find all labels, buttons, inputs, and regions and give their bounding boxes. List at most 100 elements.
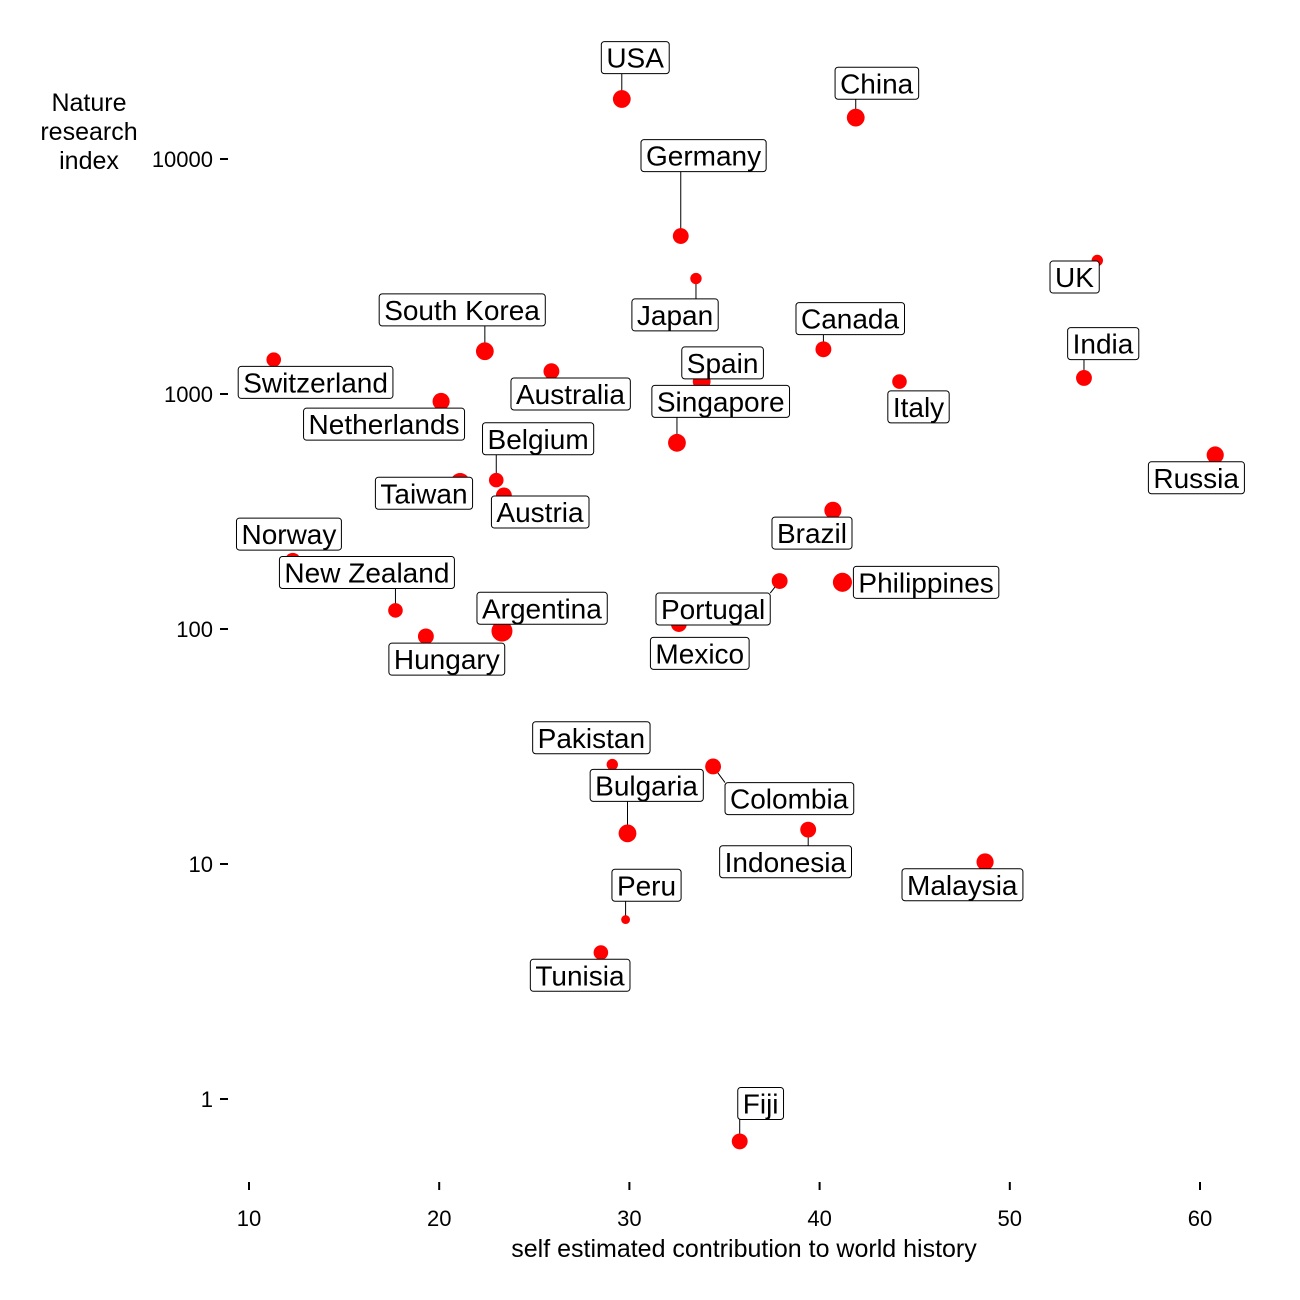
data-point <box>800 821 817 838</box>
point-label-box <box>303 407 466 441</box>
point-label: Austria <box>490 495 590 529</box>
point-label-text: Australia <box>516 379 625 410</box>
data-point <box>832 572 852 592</box>
point-label-text: Peru <box>617 870 676 901</box>
data-point <box>432 392 450 410</box>
data-point <box>417 628 434 645</box>
point-label: Argentina <box>476 591 608 625</box>
data-point <box>705 758 722 775</box>
point-label: Japan <box>631 298 719 332</box>
point-label-box <box>476 591 608 625</box>
point-label-box <box>901 868 1024 902</box>
point-label: Colombia <box>724 782 855 816</box>
point-label: USA <box>600 41 670 75</box>
data-point <box>475 342 494 361</box>
point-label-box <box>235 517 342 551</box>
data-point <box>976 853 994 871</box>
point-label-text: Spain <box>687 348 759 379</box>
point-label-box <box>724 782 855 816</box>
point-label-box <box>374 476 474 510</box>
point-label: China <box>834 66 920 100</box>
point-label-box <box>834 66 920 100</box>
point-label-box <box>1067 327 1140 361</box>
point-label-text: Malaysia <box>907 870 1018 901</box>
y-tick-label: 1000 <box>164 382 213 407</box>
point-label-text: Norway <box>241 519 336 550</box>
data-point <box>543 363 560 380</box>
y-tick-label: 1 <box>201 1087 213 1112</box>
data-point <box>618 824 637 843</box>
point-label-box <box>887 390 950 424</box>
point-label-box <box>510 377 631 411</box>
point-label-text: South Korea <box>384 295 540 326</box>
point-label-box <box>589 768 704 802</box>
point-label: New Zealand <box>278 555 455 589</box>
point-label-box <box>737 1086 785 1120</box>
point-label-box <box>655 592 771 626</box>
point-label-text: Pakistan <box>538 723 645 754</box>
point-label: Portugal <box>655 592 771 626</box>
point-label-text: Belgium <box>488 424 589 455</box>
point-label-box <box>482 422 595 456</box>
point-label: Spain <box>681 346 764 380</box>
point-label-text: Indonesia <box>725 847 847 878</box>
point-label: Switzerland <box>237 365 394 399</box>
point-label-box <box>388 642 506 676</box>
point-label-box <box>611 868 682 902</box>
point-label-text: Colombia <box>730 784 849 815</box>
point-label-box <box>490 495 590 529</box>
point-label-box <box>278 555 455 589</box>
point-label-text: Bulgaria <box>595 770 698 801</box>
point-label-text: USA <box>606 43 664 74</box>
x-tick-label: 20 <box>427 1206 451 1231</box>
point-label-text: Russia <box>1153 463 1239 494</box>
point-label: Germany <box>640 139 767 173</box>
data-point <box>1206 446 1224 464</box>
point-label: Philippines <box>852 565 1000 599</box>
point-label: Taiwan <box>374 476 474 510</box>
point-label-box <box>1147 461 1245 495</box>
point-label-box <box>681 346 764 380</box>
data-point <box>621 915 631 925</box>
y-tick-label: 10 <box>189 852 213 877</box>
point-label: Canada <box>795 302 905 336</box>
point-label-box <box>651 384 791 418</box>
point-label-box <box>640 139 767 173</box>
point-label: South Korea <box>378 293 546 327</box>
point-label-text: Philippines <box>858 567 993 598</box>
data-point <box>593 945 609 960</box>
point-label-box <box>852 565 1000 599</box>
point-label: Singapore <box>651 384 791 418</box>
point-label: Pakistan <box>532 721 651 755</box>
x-tick-label: 30 <box>617 1206 641 1231</box>
point-label-text: Canada <box>801 304 900 335</box>
point-label-box <box>532 721 651 755</box>
point-label: Malaysia <box>901 868 1024 902</box>
point-label-text: Tunisia <box>535 960 625 991</box>
data-point <box>672 228 689 244</box>
data-point <box>731 1133 748 1150</box>
point-label: Peru <box>611 868 682 902</box>
data-point <box>771 573 788 589</box>
point-label-text: Taiwan <box>380 478 467 509</box>
data-point <box>824 501 842 519</box>
data-point <box>668 433 686 452</box>
point-label-text: Germany <box>646 141 761 172</box>
x-tick-label: 60 <box>1188 1206 1212 1231</box>
point-label-text: Brazil <box>777 518 847 549</box>
y-tick-label: 10000 <box>152 147 213 172</box>
data-point <box>846 108 865 127</box>
point-labels: USA China Germany UK Japan Canada South Korea S… <box>235 41 1245 1120</box>
point-label: Brazil <box>771 516 853 550</box>
x-tick-label: 40 <box>807 1206 831 1231</box>
point-label: Mexico <box>649 636 750 670</box>
point-label: Hungary <box>388 642 506 676</box>
point-label: Italy <box>887 390 950 424</box>
point-label-box <box>1049 260 1100 294</box>
point-label-text: India <box>1073 329 1134 360</box>
point-label-text: Fiji <box>743 1088 779 1119</box>
y-axis-title: Nature research index <box>40 89 137 175</box>
point-label-box <box>631 298 719 332</box>
point-label: Tunisia <box>529 958 631 992</box>
point-label: Fiji <box>737 1086 785 1120</box>
